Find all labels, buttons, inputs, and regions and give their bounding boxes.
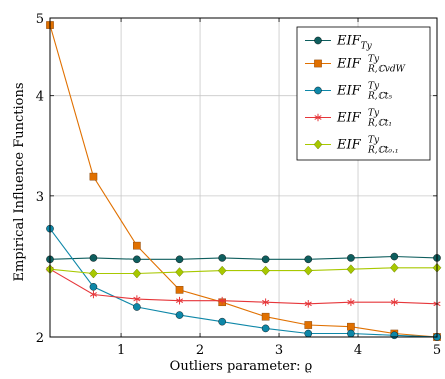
data-point	[390, 262, 399, 273]
data-point	[261, 265, 270, 276]
data-point	[89, 268, 98, 279]
y-tick-label: 2	[36, 331, 44, 346]
y-axis-label: Empirical Influence Functions	[12, 82, 27, 281]
data-point	[175, 267, 184, 277]
data-point	[304, 255, 313, 264]
data-point	[261, 324, 270, 333]
legend-label: EIF Ty R,ℂt₅	[336, 82, 392, 102]
data-point	[347, 254, 355, 262]
data-point	[133, 303, 141, 311]
legend-marker	[314, 113, 322, 122]
x-axis-label: Outliers parameter: ϱ	[170, 359, 313, 374]
data-point	[390, 331, 399, 340]
series-line	[49, 267, 437, 275]
data-point	[132, 268, 142, 279]
data-point	[133, 255, 141, 264]
x-tick-label: 4	[354, 343, 362, 358]
legend-entry: EIF Ty R,ℂt₁	[305, 109, 392, 129]
legend-marker	[314, 86, 322, 95]
legend-marker	[313, 139, 323, 150]
y-tick-label: 5	[36, 12, 44, 27]
y-tick-label: 4	[36, 90, 44, 105]
data-point	[89, 254, 98, 262]
data-point	[218, 254, 226, 262]
x-tick-label: 5	[433, 343, 441, 358]
x-tick-label: 1	[117, 343, 125, 358]
data-point	[304, 300, 312, 308]
x-tick-label: 3	[275, 343, 283, 358]
data-point	[133, 241, 141, 250]
data-point	[390, 252, 399, 261]
series-4	[46, 265, 441, 308]
data-point	[89, 172, 98, 181]
legend-label: EIF Ty R,ℂvdW	[336, 55, 406, 75]
data-point	[175, 311, 184, 319]
data-point	[304, 329, 313, 338]
legend-label: EIFTy	[336, 34, 373, 52]
data-point	[218, 317, 226, 326]
series-line	[49, 268, 438, 305]
data-point	[347, 329, 355, 338]
series-line	[49, 228, 438, 338]
plot-frame	[49, 17, 438, 338]
legend: EIFTy EIF Ty R,ℂvdW EIF Ty R,ℂt₅ EIF Ty R,ℂt₁ EIF T…	[296, 26, 431, 161]
legend-entry: EIF Ty R,ℂvdW	[305, 55, 406, 75]
data-point	[304, 321, 313, 329]
legend-marker	[314, 36, 322, 45]
data-point	[175, 286, 184, 294]
legend-label: EIF Ty R,ℂt₁	[336, 109, 392, 129]
data-point	[347, 322, 355, 331]
data-point	[261, 312, 270, 321]
series-line	[49, 24, 438, 338]
data-point	[133, 295, 141, 303]
data-point	[89, 283, 98, 291]
series-1	[46, 252, 441, 264]
data-point	[175, 255, 184, 264]
legend-entry: EIF Ty R,ℂt₅	[305, 82, 392, 102]
data-point	[346, 264, 356, 275]
series-3	[46, 224, 441, 341]
data-point	[261, 255, 270, 264]
x-tick-label: 2	[196, 343, 204, 358]
legend-entry: EIFTy	[305, 34, 373, 52]
legend-marker	[314, 59, 322, 68]
legend-entry: EIF Ty R,ℂt₀.₁	[305, 136, 399, 156]
series-line	[49, 255, 438, 260]
data-point	[303, 265, 313, 276]
y-tick-label: 3	[36, 190, 44, 205]
data-point	[347, 298, 355, 307]
legend-label: EIF Ty R,ℂt₀.₁	[336, 136, 399, 156]
data-point	[218, 296, 226, 305]
data-point	[217, 265, 227, 276]
data-point	[175, 296, 184, 305]
data-point	[262, 298, 270, 307]
x-axis-ticks: 1 2 3 4 5	[117, 18, 441, 358]
data-point	[89, 290, 97, 299]
data-point	[390, 298, 398, 307]
series-5	[45, 262, 442, 279]
